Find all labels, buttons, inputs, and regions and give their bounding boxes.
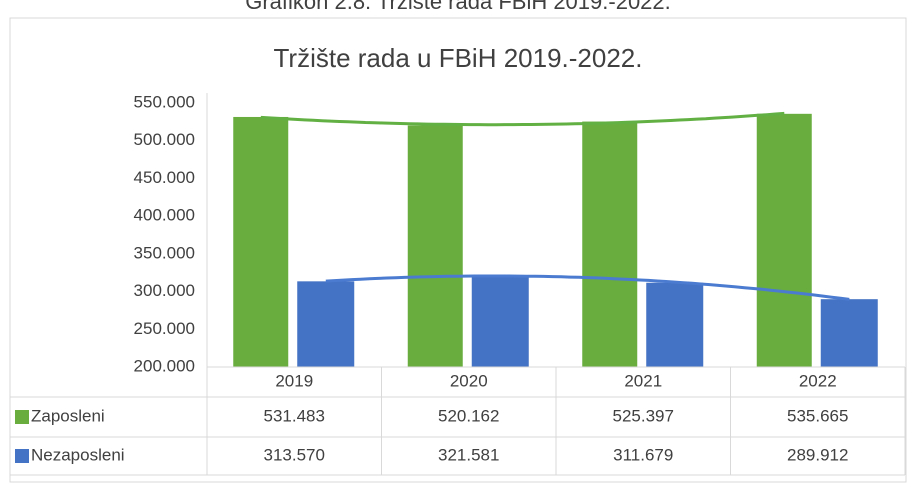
y-tick-label: 250.000 [134, 319, 195, 338]
table-value: 313.570 [264, 445, 325, 464]
bar [297, 281, 355, 367]
table-value: 535.665 [787, 406, 848, 425]
caption: Grafikon 2.8: Tržište rada FBiH 2019.-20… [245, 0, 671, 14]
y-tick-label: 550.000 [134, 92, 195, 111]
legend-key [15, 410, 29, 424]
bar [233, 116, 289, 368]
bar [756, 113, 812, 367]
bar [471, 275, 529, 367]
y-tick-label: 400.000 [134, 206, 195, 225]
legend-label: Nezaposleni [31, 445, 125, 464]
bar [646, 282, 704, 367]
table-value: 289.912 [787, 445, 848, 464]
bar [407, 125, 463, 367]
bar [820, 299, 878, 367]
y-tick-label: 300.000 [134, 281, 195, 300]
trendline [260, 111, 785, 127]
table-value: 525.397 [613, 406, 674, 425]
x-tick-label: 2019 [275, 371, 313, 390]
table-value: 531.483 [264, 406, 325, 425]
y-tick-label: 500.000 [134, 130, 195, 149]
x-tick-label: 2021 [624, 371, 662, 390]
chart-title: Tržište rada u FBiH 2019.-2022. [274, 43, 643, 73]
x-tick-label: 2022 [799, 371, 837, 390]
trendline [325, 274, 850, 301]
table-value: 321.581 [438, 445, 499, 464]
legend-label: Zaposleni [31, 406, 105, 425]
y-tick-label: 200.000 [134, 356, 195, 375]
y-tick-label: 350.000 [134, 243, 195, 262]
y-tick-label: 450.000 [134, 168, 195, 187]
bar [582, 121, 638, 367]
table-value: 311.679 [613, 445, 673, 464]
table-value: 520.162 [438, 406, 499, 425]
x-tick-label: 2020 [450, 371, 488, 390]
legend-key [15, 449, 29, 463]
